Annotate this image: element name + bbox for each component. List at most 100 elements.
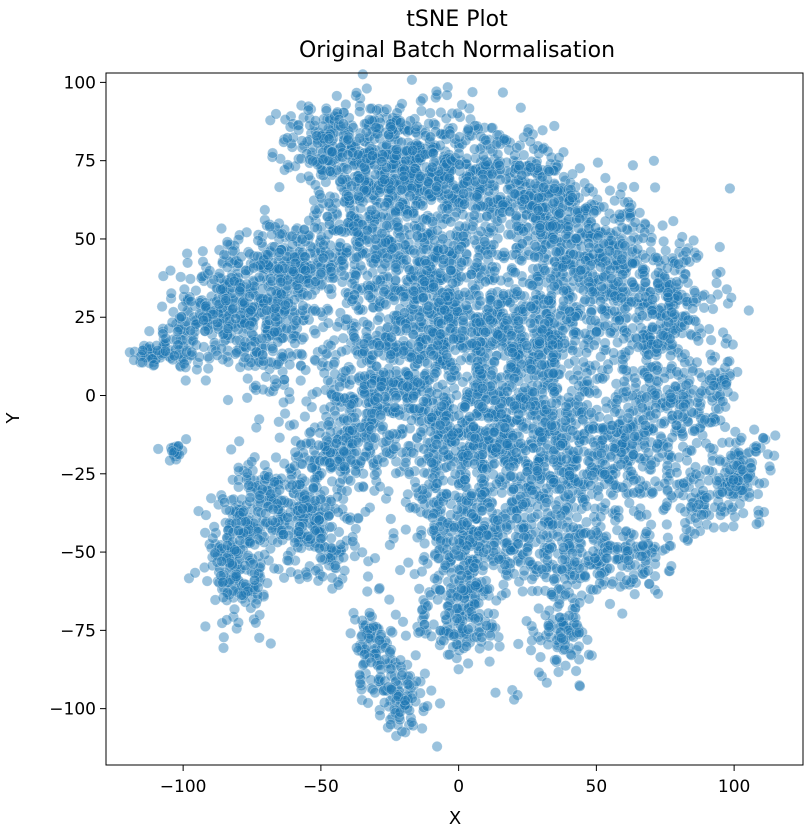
scatter-point (227, 318, 239, 330)
scatter-point (289, 337, 301, 349)
scatter-point (163, 322, 175, 334)
scatter-point (346, 424, 358, 436)
scatter-point (421, 265, 433, 277)
scatter-point (550, 246, 562, 258)
scatter-point (230, 255, 242, 267)
scatter-point (321, 211, 333, 223)
scatter-point (185, 325, 197, 337)
scatter-point (188, 321, 200, 333)
scatter-point (253, 307, 265, 319)
scatter-point (267, 343, 279, 355)
scatter-point (181, 354, 193, 366)
scatter-point (743, 304, 755, 316)
scatter-point (157, 328, 169, 340)
scatter-point (147, 359, 159, 371)
scatter-point (646, 293, 658, 305)
scatter-point (151, 340, 163, 352)
scatter-point (378, 456, 390, 468)
scatter-point (464, 411, 476, 423)
scatter-point (435, 328, 447, 340)
scatter-point (421, 214, 433, 226)
scatter-point (181, 346, 193, 358)
scatter-point (157, 348, 169, 360)
scatter-point (366, 150, 378, 162)
scatter-point (603, 245, 615, 257)
scatter-point (485, 222, 497, 234)
scatter-point (577, 284, 589, 296)
scatter-point (430, 85, 442, 97)
scatter-point (140, 351, 152, 363)
scatter-point (168, 446, 180, 458)
scatter-point (200, 374, 212, 386)
scatter-point (511, 286, 523, 298)
scatter-point (457, 314, 469, 326)
scatter-point (403, 369, 415, 381)
scatter-point (183, 306, 195, 318)
scatter-point (444, 128, 456, 140)
scatter-point (145, 347, 157, 359)
scatter-point (142, 343, 154, 355)
scatter-point (400, 254, 412, 266)
scatter-point (627, 322, 639, 334)
scatter-point (417, 292, 429, 304)
scatter-point (471, 191, 483, 203)
scatter-point (505, 330, 517, 342)
scatter-point (143, 325, 155, 337)
scatter-point (553, 152, 565, 164)
scatter-point (164, 348, 176, 360)
scatter-point (240, 288, 252, 300)
scatter-point (690, 252, 702, 264)
scatter-point (180, 361, 192, 373)
scatter-point (372, 392, 384, 404)
scatter-point (288, 418, 300, 430)
scatter-point (486, 168, 498, 180)
scatter-point (492, 298, 504, 310)
scatter-point (209, 337, 221, 349)
scatter-point (567, 344, 579, 356)
scatter-point (666, 306, 678, 318)
scatter-point (200, 300, 212, 312)
scatter-point (265, 286, 277, 298)
scatter-point (168, 350, 180, 362)
scatter-point (599, 337, 611, 349)
scatter-point (306, 401, 318, 413)
scatter-point (429, 368, 441, 380)
scatter-point (390, 262, 402, 274)
scatter-point (249, 311, 261, 323)
scatter-point (187, 335, 199, 347)
scatter-point (152, 344, 164, 356)
scatter-point (352, 190, 364, 202)
scatter-point (150, 353, 162, 365)
scatter-point (461, 175, 473, 187)
scatter-point (725, 292, 737, 304)
scatter-point (385, 331, 397, 343)
scatter-point (160, 332, 172, 344)
scatter-point (281, 322, 293, 334)
scatter-point (143, 357, 155, 369)
scatter-point (639, 276, 651, 288)
scatter-point (515, 102, 527, 114)
scatter-point (309, 221, 321, 233)
scatter-point (385, 121, 397, 133)
scatter-point (548, 233, 560, 245)
scatter-point (296, 233, 308, 245)
scatter-point (272, 358, 284, 370)
scatter-point (468, 209, 480, 221)
scatter-point (302, 170, 314, 182)
scatter-point (221, 287, 233, 299)
scatter-point (548, 357, 560, 369)
scatter-point (589, 314, 601, 326)
scatter-point (400, 323, 412, 335)
scatter-point (185, 295, 197, 307)
scatter-point (173, 449, 185, 461)
scatter-point (231, 260, 243, 272)
scatter-point (141, 352, 153, 364)
scatter-point (302, 104, 314, 116)
scatter-point (579, 328, 591, 340)
scatter-point (143, 349, 155, 361)
scatter-point (148, 359, 160, 371)
scatter-point (412, 376, 424, 388)
scatter-point (330, 437, 342, 449)
scatter-point (560, 254, 572, 266)
scatter-point (273, 247, 285, 259)
